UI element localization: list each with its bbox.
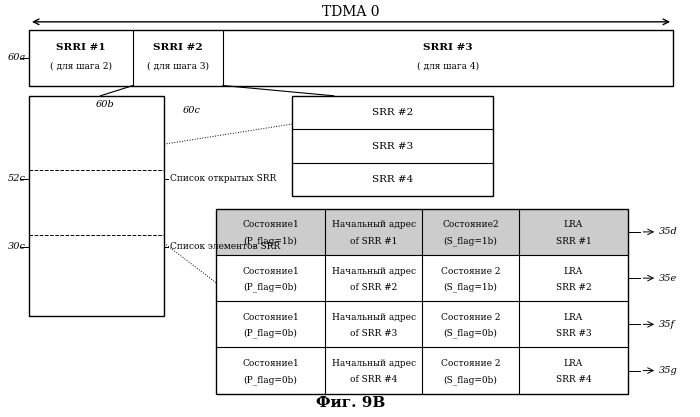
Text: Начальный адрес: Начальный адрес [332, 313, 416, 322]
Text: 60c: 60c [183, 106, 201, 115]
Text: Состояние1: Состояние1 [242, 359, 299, 368]
Text: 35d: 35d [659, 227, 678, 236]
Text: SRR #1: SRR #1 [556, 236, 592, 246]
Text: SRR #2: SRR #2 [556, 283, 592, 292]
Text: LRA: LRA [564, 313, 583, 322]
Text: of SRR #1: of SRR #1 [350, 236, 398, 246]
Bar [216, 255, 628, 301]
Text: LRA: LRA [564, 221, 583, 229]
Bar [216, 347, 628, 394]
Text: Список открытых SRR: Список открытых SRR [169, 174, 276, 183]
Text: Состояние 2: Состояние 2 [441, 359, 500, 368]
Text: SRR #3: SRR #3 [556, 329, 592, 338]
Text: Состояние1: Состояние1 [242, 267, 299, 276]
Bar [216, 209, 628, 394]
Text: 35g: 35g [659, 366, 678, 375]
Bar [29, 96, 164, 316]
Text: Фиг. 9В: Фиг. 9В [316, 396, 386, 410]
Text: (S_flag=0b): (S_flag=0b) [444, 375, 498, 385]
Text: SRRI #2: SRRI #2 [153, 43, 203, 52]
Text: (S_flag=1b): (S_flag=1b) [444, 282, 498, 292]
Text: ( для шага 2): ( для шага 2) [50, 62, 112, 70]
Text: (P_flag=0b): (P_flag=0b) [244, 329, 298, 339]
Text: Начальный адрес: Начальный адрес [332, 359, 416, 368]
Text: (P_flag=0b): (P_flag=0b) [244, 282, 298, 292]
Text: Начальный адрес: Начальный адрес [332, 221, 416, 229]
Text: SRR #3: SRR #3 [372, 142, 413, 151]
Text: SRR #4: SRR #4 [556, 375, 592, 384]
Text: Состояние1: Состояние1 [242, 221, 299, 229]
Text: Состояние 2: Состояние 2 [441, 267, 500, 276]
Text: SRRI #1: SRRI #1 [56, 43, 106, 52]
Bar [216, 301, 628, 347]
Text: ( для шага 3): ( для шага 3) [147, 62, 209, 70]
Text: 60a: 60a [7, 53, 26, 62]
Text: of SRR #4: of SRR #4 [350, 375, 398, 384]
Bar [29, 30, 673, 85]
Text: SRR #2: SRR #2 [372, 108, 413, 117]
Text: 60b: 60b [96, 100, 115, 108]
Text: SRR #4: SRR #4 [372, 175, 413, 184]
Text: (S_flag=0b): (S_flag=0b) [444, 329, 498, 339]
Text: Состояние2: Состояние2 [442, 221, 498, 229]
Text: LRA: LRA [564, 359, 583, 368]
Text: LRA: LRA [564, 267, 583, 276]
Text: 35f: 35f [659, 320, 676, 329]
Bar [292, 96, 493, 196]
Text: (P_flag=0b): (P_flag=0b) [244, 375, 298, 385]
Text: of SRR #2: of SRR #2 [350, 283, 397, 292]
Text: SRRI #3: SRRI #3 [424, 43, 473, 52]
Bar [216, 209, 628, 255]
Text: (P_flag=1b): (P_flag=1b) [244, 236, 298, 246]
Text: 35e: 35e [659, 274, 678, 283]
Text: (S_flag=1b): (S_flag=1b) [444, 236, 498, 246]
Text: Состояние 2: Состояние 2 [441, 313, 500, 322]
Text: Список элементов SRR: Список элементов SRR [169, 242, 280, 251]
Text: Состояние1: Состояние1 [242, 313, 299, 322]
Text: of SRR #3: of SRR #3 [350, 329, 397, 338]
Text: ( для шага 4): ( для шага 4) [417, 62, 479, 70]
Text: Начальный адрес: Начальный адрес [332, 267, 416, 276]
Text: TDMA 0: TDMA 0 [322, 5, 380, 19]
Text: 30c: 30c [8, 242, 26, 251]
Text: 52c: 52c [8, 174, 26, 183]
